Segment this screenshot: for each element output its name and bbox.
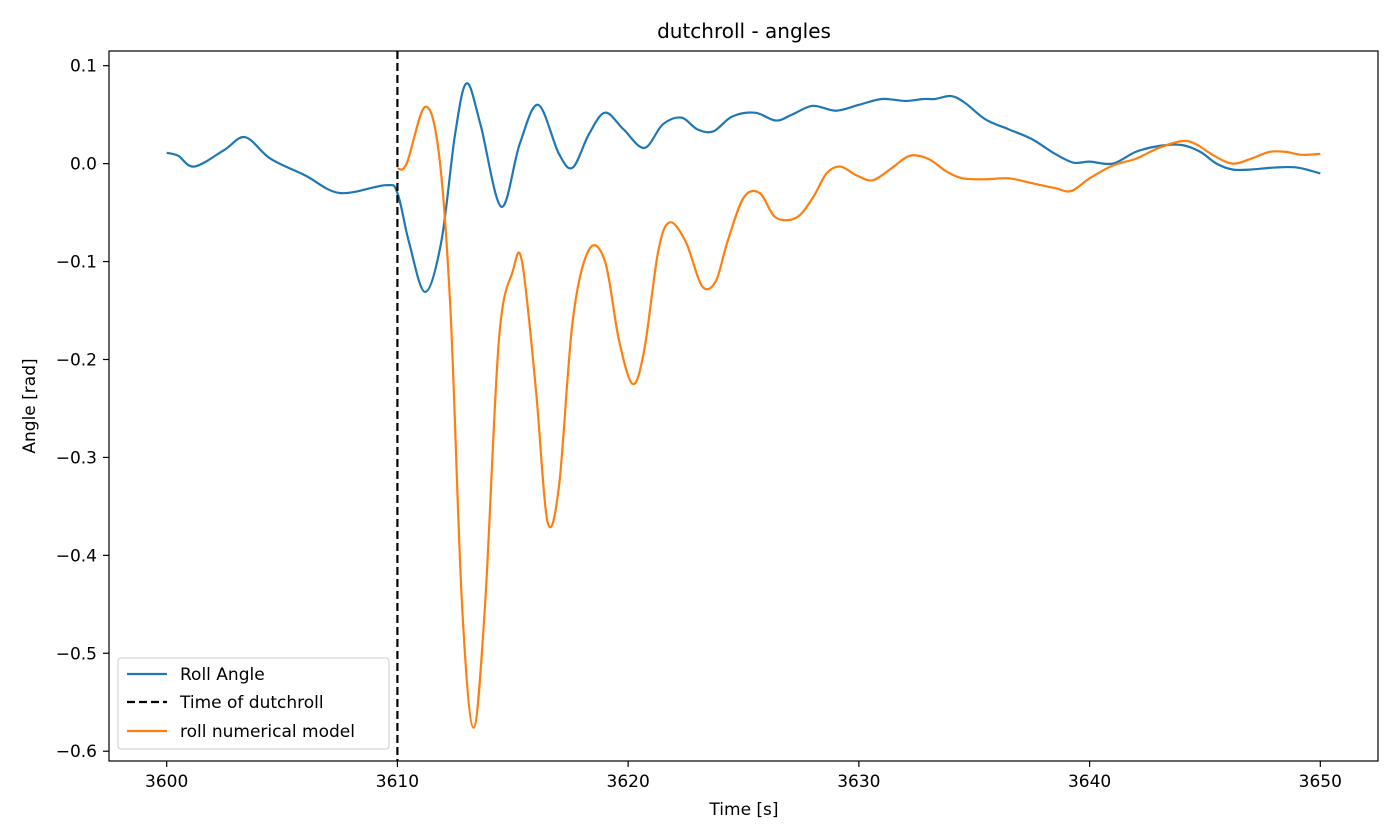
y-tick-label: 0.0 <box>70 155 97 175</box>
chart-title: dutchroll - angles <box>657 19 831 43</box>
legend-label-roll-angle: Roll Angle <box>180 665 265 685</box>
y-tick-label: −0.4 <box>56 546 97 566</box>
legend: Roll Angle Time of dutchroll roll numeri… <box>117 657 390 750</box>
y-tick-label: −0.6 <box>56 742 97 762</box>
x-axis-label: Time [s] <box>708 800 778 820</box>
y-tick-label: −0.2 <box>56 350 97 370</box>
x-tick-label: 3610 <box>376 772 419 792</box>
plot-frame <box>108 50 1379 762</box>
series-line-roll-numerical-model <box>396 105 1321 729</box>
x-tick-label: 3620 <box>607 772 650 792</box>
x-tick-label: 3640 <box>1068 772 1111 792</box>
series-line-roll-angle <box>166 82 1321 294</box>
x-tick-label: 3630 <box>837 772 880 792</box>
plot-area <box>108 50 1379 762</box>
y-axis-label: Angle [rad] <box>20 358 40 453</box>
y-tick-label: −0.5 <box>56 644 97 664</box>
legend-box <box>117 657 390 750</box>
y-axis: 0.1 0.0 −0.1 −0.2 −0.3 −0.4 −0.5 −0.6 <box>56 57 109 762</box>
legend-label-roll-numerical-model: roll numerical model <box>180 722 355 742</box>
x-tick-label: 3650 <box>1299 772 1342 792</box>
y-tick-label: −0.3 <box>56 448 97 468</box>
x-tick-label: 3600 <box>145 772 188 792</box>
legend-label-time-of-dutchroll: Time of dutchroll <box>179 693 324 713</box>
y-tick-label: −0.1 <box>56 253 97 273</box>
y-tick-label: 0.1 <box>70 57 97 77</box>
x-axis: 3600 3610 3620 3630 3640 3650 <box>145 761 1342 792</box>
